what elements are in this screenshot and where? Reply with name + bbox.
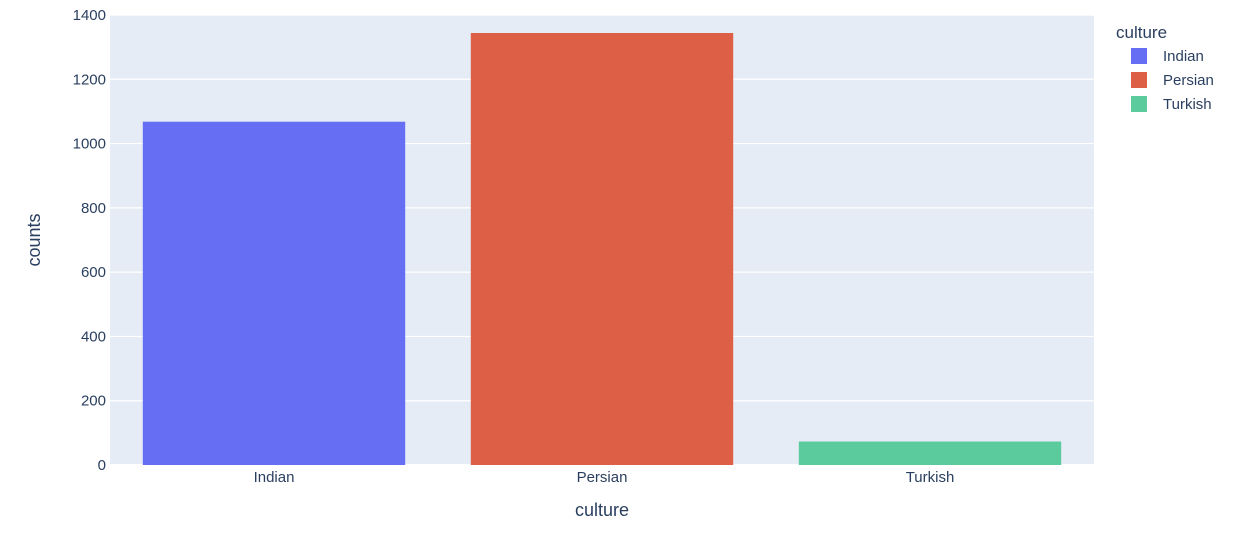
bar-turkish[interactable] <box>798 441 1062 465</box>
y-tick-label: 600 <box>81 264 106 281</box>
y-tick-label: 0 <box>98 457 106 474</box>
x-tick-label: Indian <box>254 469 295 486</box>
legend-swatch-turkish[interactable] <box>1131 96 1147 112</box>
legend-swatch-persian[interactable] <box>1131 72 1147 88</box>
legend-title: culture <box>1116 23 1167 42</box>
legend-item-indian[interactable]: Indian <box>1163 48 1204 65</box>
x-tick-label: Persian <box>577 469 628 486</box>
bar-persian[interactable] <box>470 33 734 465</box>
bar-indian[interactable] <box>142 121 406 465</box>
legend-swatch-indian[interactable] <box>1131 48 1147 64</box>
y-tick-label: 800 <box>81 200 106 217</box>
y-tick-label: 200 <box>81 393 106 410</box>
x-axis-title: culture <box>575 500 629 520</box>
x-tick-label: Turkish <box>906 469 955 486</box>
bars <box>142 33 1062 465</box>
x-axis-ticks: Indian Persian Turkish <box>254 469 955 486</box>
y-tick-label: 400 <box>81 328 106 345</box>
y-tick-label: 1400 <box>73 7 106 24</box>
y-axis-title: counts <box>24 213 44 266</box>
legend[interactable]: culture Indian Persian Turkish <box>1116 23 1214 113</box>
legend-item-turkish[interactable]: Turkish <box>1163 96 1212 113</box>
y-tick-label: 1200 <box>73 71 106 88</box>
y-tick-label: 1000 <box>73 136 106 153</box>
legend-item-persian[interactable]: Persian <box>1163 72 1214 89</box>
y-axis-ticks: 0 200 400 600 800 1000 1200 1400 <box>73 7 106 474</box>
